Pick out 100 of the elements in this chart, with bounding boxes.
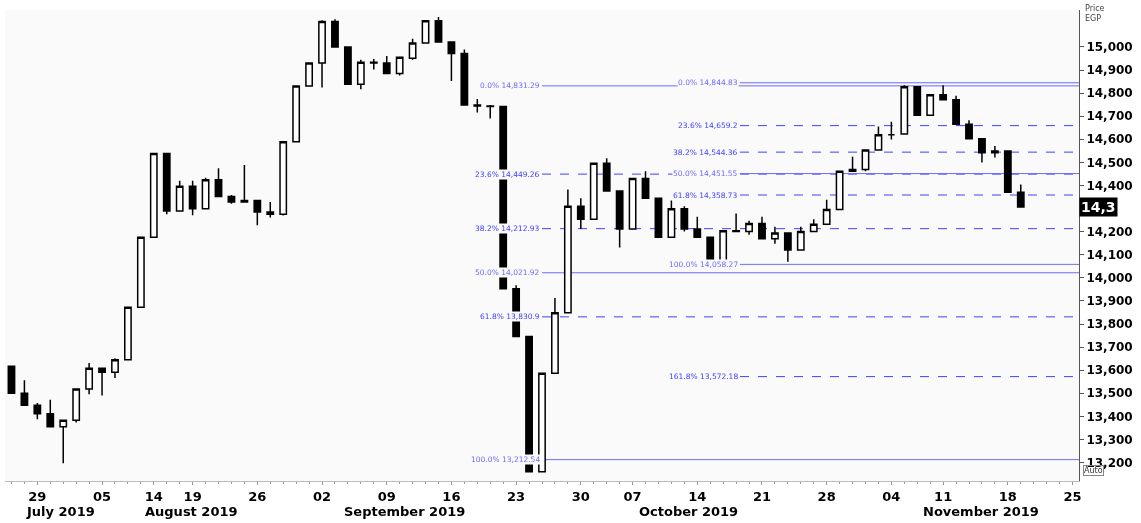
x-tick-label: 26	[248, 488, 267, 504]
text: November 2019	[923, 504, 1039, 519]
x-tick-label: 04	[882, 488, 901, 504]
x-tick-label: 09	[377, 488, 396, 504]
candlestick	[939, 84, 948, 102]
candlestick	[72, 388, 81, 424]
candlestick	[874, 125, 883, 151]
y-tick-label: 14,900	[1086, 63, 1133, 78]
y-tick-label: 15,000	[1086, 40, 1133, 55]
candlestick	[331, 18, 339, 48]
candlestick	[20, 379, 29, 407]
candlestick	[460, 48, 469, 107]
candlestick	[305, 61, 313, 87]
candlestick	[188, 180, 197, 216]
candlestick	[59, 419, 68, 464]
candlestick	[783, 232, 792, 263]
y-tick-label: 13,500	[1086, 386, 1133, 401]
y-tick-label: 14,400	[1086, 178, 1133, 193]
candlestick	[745, 220, 753, 236]
y-tick-label: 13,600	[1086, 363, 1133, 378]
y-tick-label: 13,700	[1086, 340, 1133, 355]
candlestick	[900, 84, 909, 136]
candlestick	[758, 215, 766, 240]
x-tick-label: 14	[144, 488, 163, 504]
y-tick-label: 14,100	[1086, 247, 1133, 262]
candlestick	[240, 164, 249, 203]
y-tick-label: 13,900	[1086, 294, 1133, 309]
candlestick	[796, 226, 805, 252]
candlestick	[563, 188, 572, 314]
candlestick	[680, 205, 689, 233]
candlestick	[1016, 183, 1025, 208]
x-tick-label: 11	[934, 488, 953, 504]
y-axis-title: Price EGP	[1085, 4, 1105, 24]
candlestick	[926, 93, 935, 117]
x-tick-label: 19	[183, 488, 202, 504]
candlestick	[809, 218, 818, 233]
candlestick	[356, 59, 365, 90]
candlestick	[395, 55, 404, 77]
candlestick	[667, 199, 676, 238]
x-tick-label: 21	[752, 488, 772, 504]
text: August 2019	[145, 504, 238, 519]
candlestick	[551, 297, 559, 374]
candlestick	[253, 199, 262, 226]
candlestick	[732, 212, 741, 234]
y-tick-label: 14,800	[1086, 86, 1133, 101]
candlestick	[978, 138, 986, 164]
candlestick	[486, 104, 495, 120]
candlestick	[615, 190, 624, 249]
text: July 2019	[26, 504, 95, 519]
x-tick-label: 25	[1063, 488, 1082, 504]
candlestick	[343, 46, 352, 86]
candlestick	[447, 41, 456, 82]
x-tick-label: 23	[507, 488, 526, 504]
candlestick	[318, 19, 326, 89]
candlestick	[46, 398, 55, 429]
x-tick-label: 02	[312, 488, 332, 504]
candlestick	[111, 357, 119, 379]
candlestick	[149, 152, 158, 238]
y-tick-label: 13,800	[1086, 317, 1133, 332]
y-tick-label: 13,300	[1086, 432, 1133, 447]
y-tick-label: 14,500	[1086, 155, 1133, 170]
candlestick	[33, 402, 42, 421]
candlestick	[771, 226, 779, 245]
candlestick	[136, 236, 145, 308]
candlestick	[965, 119, 973, 140]
candlestick	[175, 180, 184, 212]
x-tick-label: 14	[688, 488, 707, 504]
x-tick-label: 07	[623, 488, 642, 504]
x-tick-label: 18	[998, 488, 1017, 504]
y-tick-label: 13,400	[1086, 409, 1133, 424]
candlestick	[473, 98, 482, 114]
candlestick	[887, 121, 896, 141]
x-tick-label: 16	[442, 488, 461, 504]
x-tick-label: 29	[28, 488, 47, 504]
y-tick-label: 14,200	[1086, 224, 1133, 239]
text: September 2019	[344, 504, 466, 519]
candlestick	[292, 84, 301, 143]
x-tick-label: 30	[571, 488, 590, 504]
candlestick	[952, 94, 960, 126]
candlestick	[693, 215, 702, 239]
candlestick	[990, 145, 999, 159]
candlestick	[822, 199, 831, 226]
candlestick	[162, 152, 171, 216]
candlestick	[589, 162, 598, 220]
candlestick	[98, 367, 106, 397]
candlestick	[835, 170, 844, 211]
y-tick-label: 14,600	[1086, 132, 1133, 147]
annotation: 14,3	[1081, 199, 1116, 215]
candlestick	[382, 55, 391, 75]
candlestick	[913, 85, 922, 117]
x-tick-label: 05	[93, 488, 112, 504]
text: October 2019	[639, 504, 739, 519]
candlestick	[1003, 149, 1012, 193]
candlestick	[279, 141, 288, 217]
candlestick	[266, 201, 275, 219]
candlestick	[369, 58, 378, 71]
candlestick	[576, 197, 585, 230]
x-tick-label: 28	[817, 488, 836, 504]
candlestick	[628, 177, 637, 230]
candlestick	[124, 306, 132, 361]
